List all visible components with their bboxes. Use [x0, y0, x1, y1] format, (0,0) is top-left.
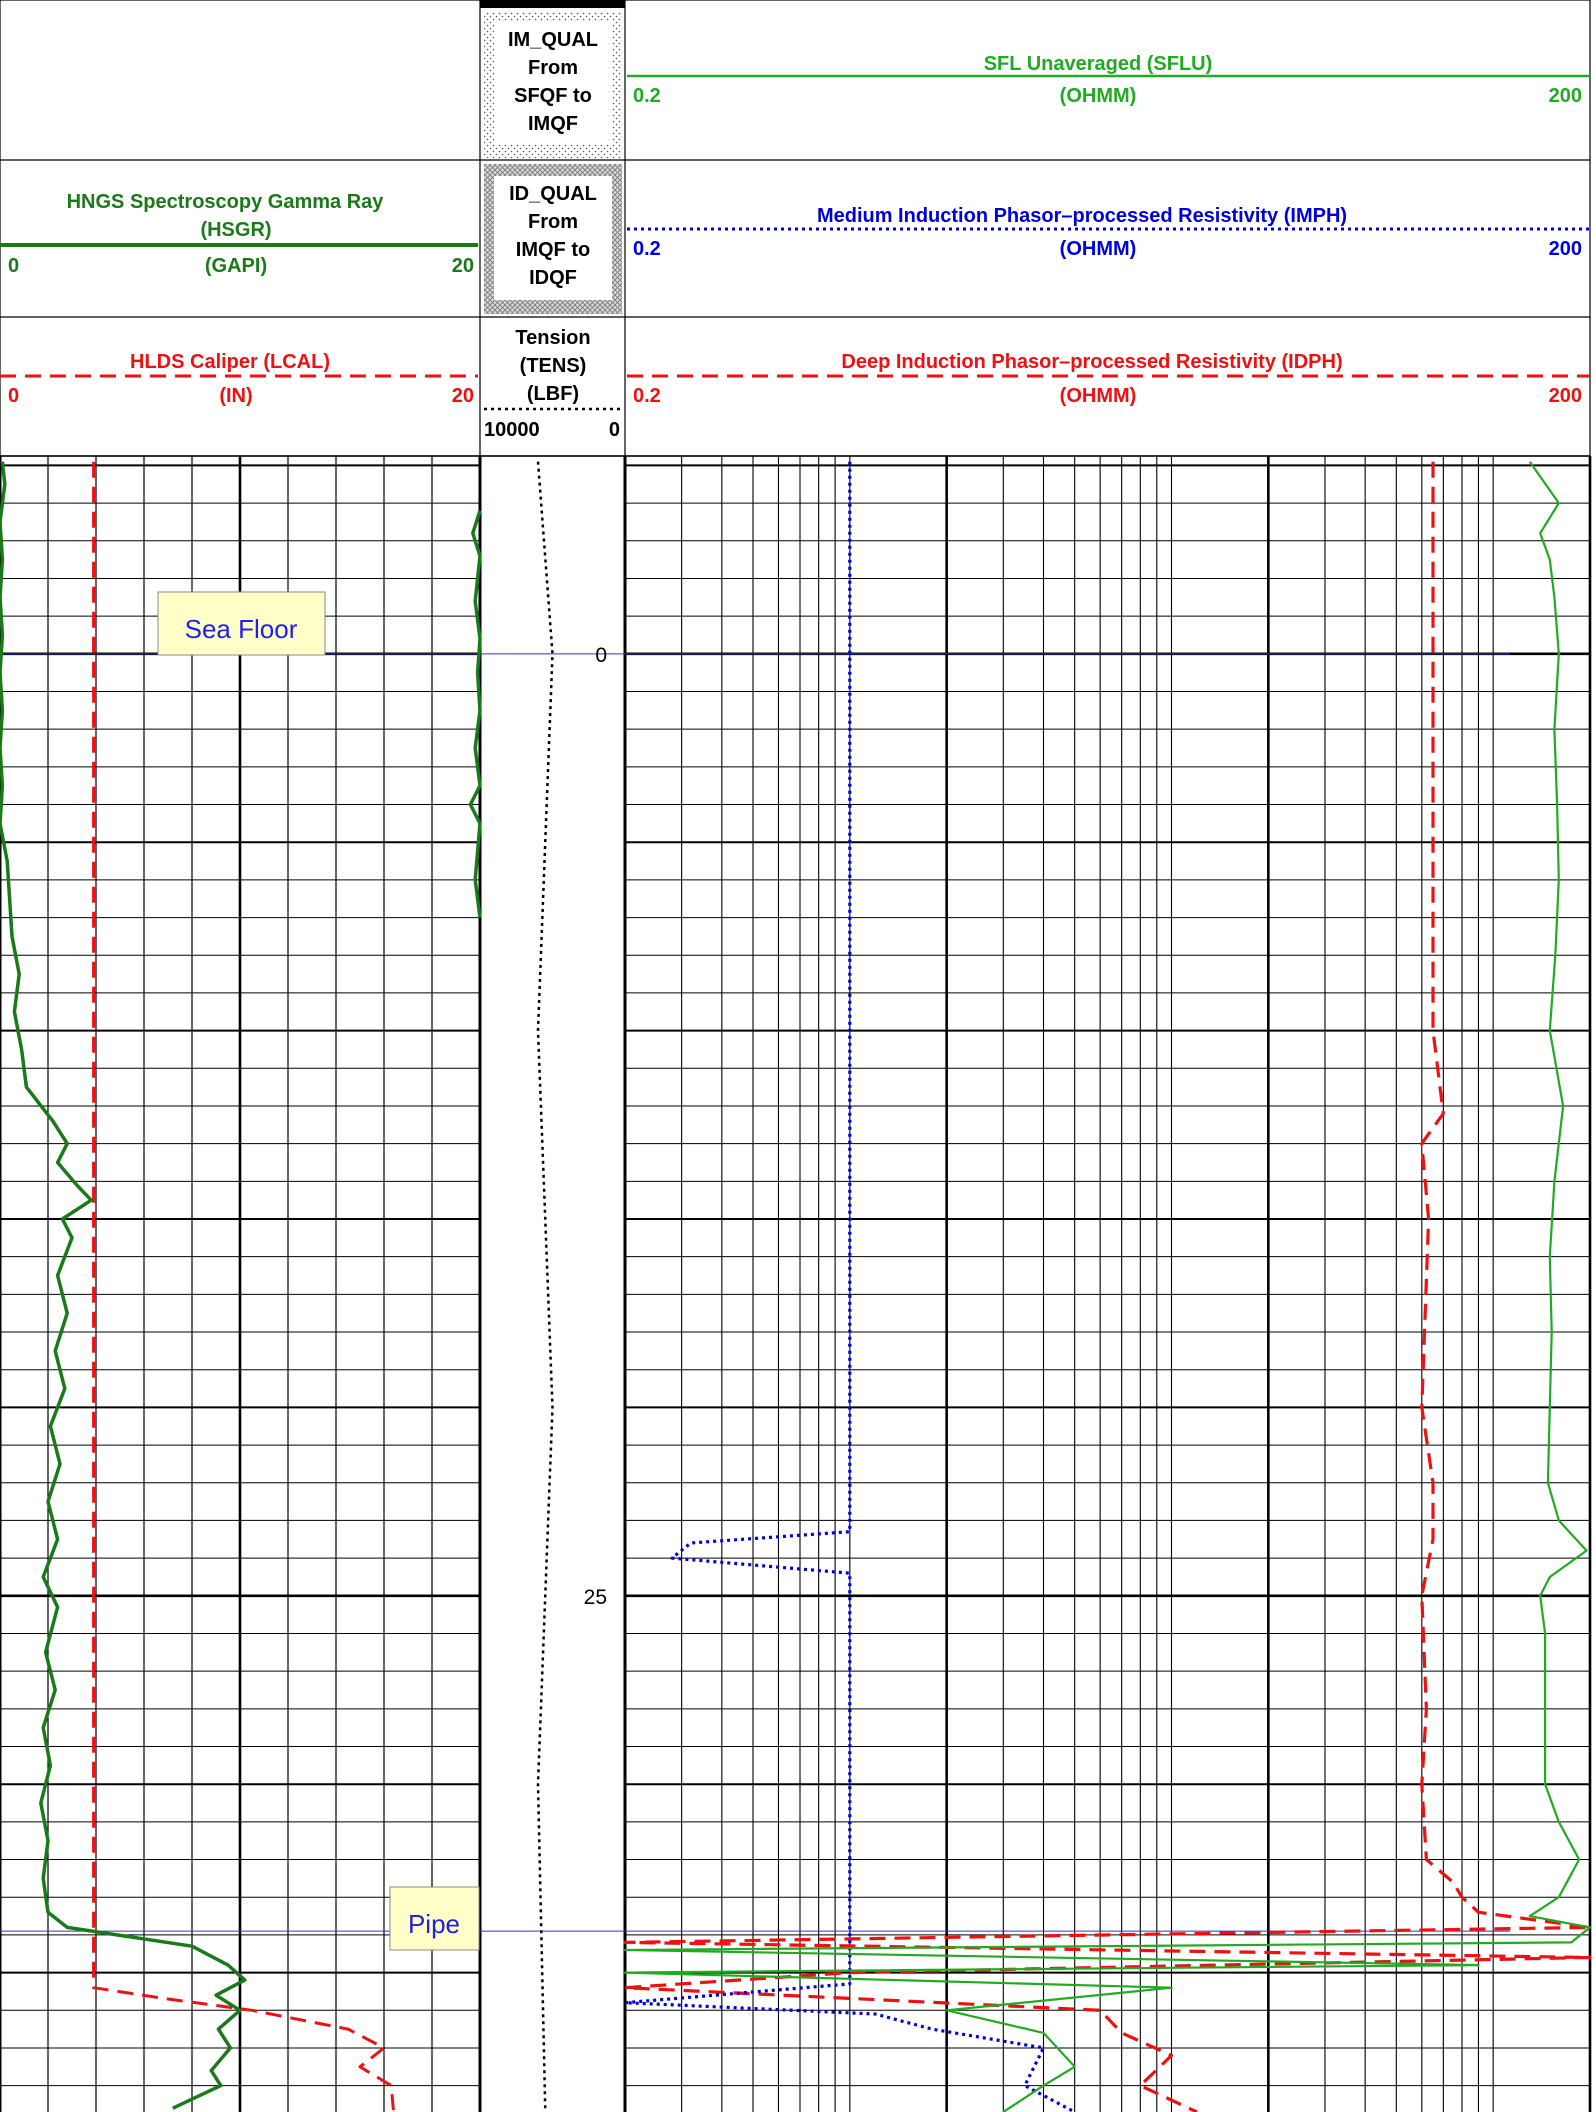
hsgr-curve: [0, 461, 247, 2110]
im-qual-line-1: IM_QUAL: [508, 29, 598, 51]
im-qual-line-4: IMQF: [528, 113, 578, 135]
imph-title: Medium Induction Phasor–processed Resist…: [817, 205, 1347, 227]
lcal-curve: [92, 461, 396, 2112]
log-curves: [0, 461, 1592, 2112]
idph-min: 0.2: [633, 385, 661, 407]
tens-max: 0: [609, 419, 620, 441]
sflu-title: SFL Unaveraged (SFLU): [984, 53, 1213, 75]
sea-floor-annotation: Sea Floor: [157, 591, 326, 656]
lcal-unit: (IN): [219, 385, 252, 407]
idph-title: Deep Induction Phasor–processed Resistiv…: [841, 351, 1342, 373]
lcal-title: HLDS Caliper (LCAL): [130, 351, 330, 373]
idph-max: 200: [1549, 385, 1582, 407]
idph-curve: [623, 461, 1592, 2112]
depth-labels: 0 25: [584, 644, 607, 1609]
sea-floor-label: Sea Floor: [185, 614, 298, 644]
sflu-unit: (OHMM): [1060, 85, 1137, 107]
id-qual-line-1: ID_QUAL: [509, 183, 597, 205]
imph-max: 200: [1549, 238, 1582, 260]
sflu-curve: [623, 461, 1592, 2112]
pipe-label: Pipe: [408, 1909, 460, 1939]
tens-line-2: (TENS): [520, 355, 587, 377]
hsgr-min: 0: [8, 255, 19, 277]
tens-line-1: Tension: [515, 327, 590, 349]
id-qual-line-2: From: [528, 211, 578, 233]
depth-label: 0: [595, 644, 607, 667]
lcal-min: 0: [8, 385, 19, 407]
hsgr-wrap-curve: [468, 510, 482, 918]
hsgr-unit: (GAPI): [205, 255, 267, 277]
hsgr-max: 20: [452, 255, 474, 277]
sflu-min: 0.2: [633, 85, 661, 107]
id-qual-line-3: IMQF to: [516, 239, 590, 261]
hsgr-title: HNGS Spectroscopy Gamma Ray: [67, 191, 385, 213]
pipe-annotation: Pipe: [389, 1886, 480, 1951]
sflu-max: 200: [1549, 85, 1582, 107]
hsgr-mnemonic: (HSGR): [200, 219, 271, 241]
log-grid: [0, 456, 1592, 2112]
log-header: IM_QUAL From SFQF to IMQF ID_QUAL From I…: [0, 0, 1591, 457]
im-qual-line-3: SFQF to: [514, 85, 592, 107]
idph-unit: (OHMM): [1060, 385, 1137, 407]
depth-label: 25: [584, 1586, 607, 1609]
lcal-max: 20: [452, 385, 474, 407]
tens-min: 10000: [484, 419, 540, 441]
event-markers: [0, 653, 1510, 1932]
tens-curve: [536, 461, 554, 2112]
imph-min: 0.2: [633, 238, 661, 260]
im-qual-line-2: From: [528, 57, 578, 79]
imph-curve: [623, 461, 1076, 2112]
id-qual-line-4: IDQF: [529, 267, 577, 289]
tens-line-3: (LBF): [527, 383, 579, 405]
imph-unit: (OHMM): [1060, 238, 1137, 260]
